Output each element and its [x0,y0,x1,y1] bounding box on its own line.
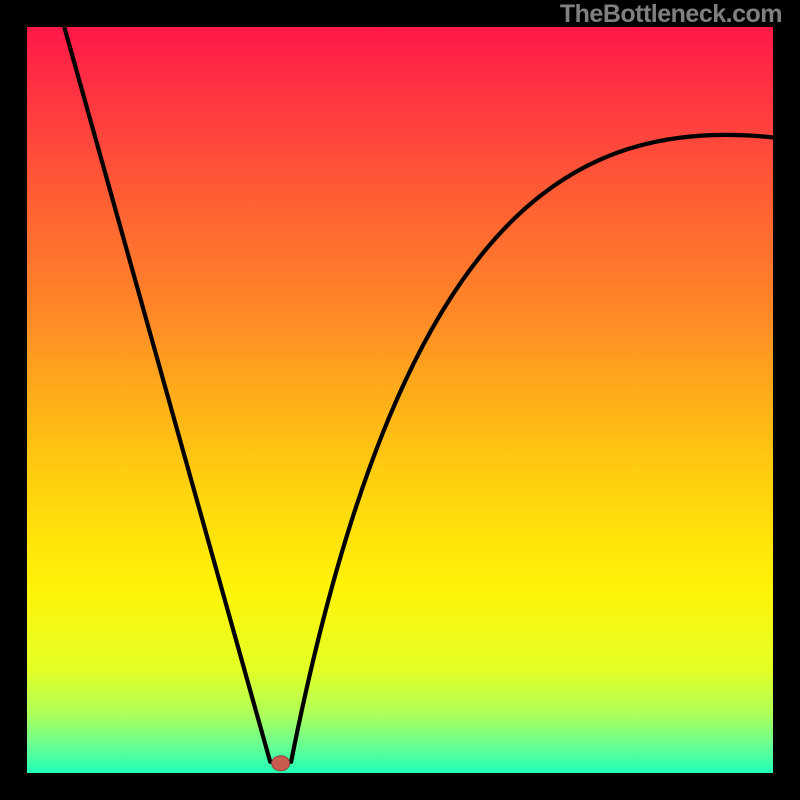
bottleneck-curve [27,27,773,773]
watermark-text: TheBottleneck.com [560,0,782,29]
optimal-point-marker [272,756,290,771]
plot-area [27,27,773,773]
